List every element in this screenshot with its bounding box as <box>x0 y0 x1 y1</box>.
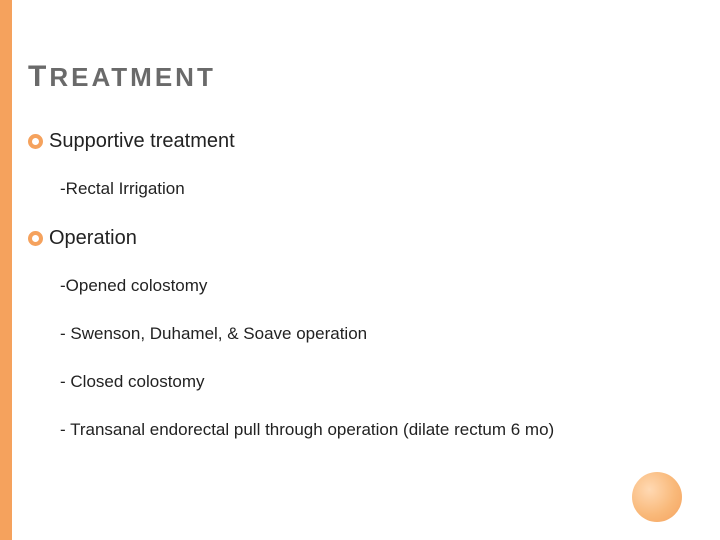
sub-item: - Transanal endorectal pull through oper… <box>60 420 692 440</box>
sub-item: - Closed colostomy <box>60 372 692 392</box>
bullet-label: Operation <box>49 227 137 250</box>
accent-side-bar <box>0 0 12 540</box>
bullet-item: Supportive treatment <box>28 130 692 153</box>
sub-item: - Swenson, Duhamel, & Soave operation <box>60 324 692 344</box>
title-initial: T <box>28 60 49 93</box>
sub-item: -Opened colostomy <box>60 276 692 296</box>
sub-item: -Rectal Irrigation <box>60 179 692 199</box>
bullet-label: Supportive treatment <box>49 130 235 153</box>
slide-content: TREATMENT Supportive treatment -Rectal I… <box>0 0 720 440</box>
slide-title: TREATMENT <box>28 60 692 94</box>
title-rest: REATMENT <box>49 62 216 92</box>
decorative-circle-icon <box>632 472 682 522</box>
ring-bullet-icon <box>28 231 43 246</box>
ring-bullet-icon <box>28 134 43 149</box>
bullet-item: Operation <box>28 227 692 250</box>
